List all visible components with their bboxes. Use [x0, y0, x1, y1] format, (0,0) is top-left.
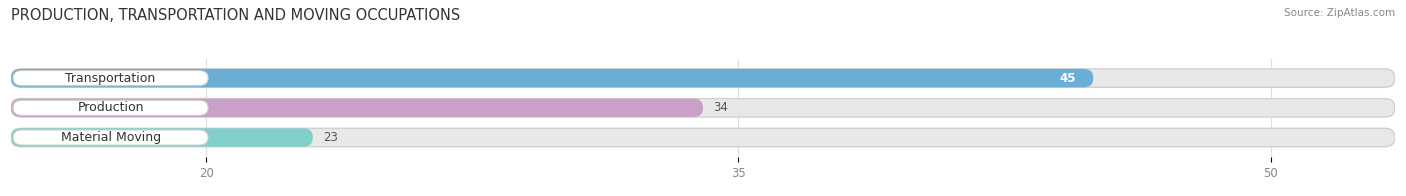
FancyBboxPatch shape — [11, 99, 703, 117]
FancyBboxPatch shape — [13, 130, 208, 145]
Text: PRODUCTION, TRANSPORTATION AND MOVING OCCUPATIONS: PRODUCTION, TRANSPORTATION AND MOVING OC… — [11, 8, 461, 23]
Text: Material Moving: Material Moving — [60, 131, 160, 144]
FancyBboxPatch shape — [11, 128, 312, 147]
FancyBboxPatch shape — [13, 71, 208, 86]
Text: 23: 23 — [323, 131, 339, 144]
Text: Transportation: Transportation — [66, 72, 156, 85]
Text: 34: 34 — [714, 101, 728, 114]
Text: 45: 45 — [1059, 72, 1076, 85]
Text: Production: Production — [77, 101, 143, 114]
FancyBboxPatch shape — [11, 128, 1395, 147]
FancyBboxPatch shape — [11, 99, 1395, 117]
FancyBboxPatch shape — [11, 69, 1094, 87]
FancyBboxPatch shape — [13, 100, 208, 115]
Text: Source: ZipAtlas.com: Source: ZipAtlas.com — [1284, 8, 1395, 18]
FancyBboxPatch shape — [11, 69, 1395, 87]
